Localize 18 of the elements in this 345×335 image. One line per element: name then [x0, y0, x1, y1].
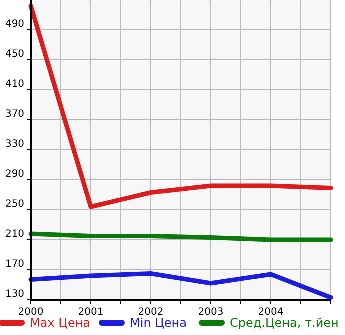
x-tick-label: 2001: [78, 307, 104, 318]
x-tick-label: 2003: [198, 307, 224, 318]
y-tick-label: 130: [5, 289, 25, 300]
y-tick-label: 370: [5, 109, 25, 120]
legend-label: Сред.Цена, т.йен: [230, 316, 339, 330]
y-tick-label: 330: [5, 139, 25, 150]
x-tick-label: 2002: [138, 307, 164, 318]
y-tick-label: 410: [5, 79, 25, 90]
y-tick-label: 250: [5, 199, 25, 210]
y-tick-label: 170: [5, 259, 25, 270]
x-tick-label: 2004: [258, 307, 284, 318]
legend-label: Min Цена: [130, 316, 188, 330]
y-tick-label: 210: [5, 229, 25, 240]
y-tick-label: 290: [5, 169, 25, 180]
y-tick-label: 490: [5, 19, 25, 30]
y-tick-label: 450: [5, 49, 25, 60]
legend-label: Max Цена: [30, 316, 91, 330]
x-tick-label: 2000: [18, 307, 44, 318]
